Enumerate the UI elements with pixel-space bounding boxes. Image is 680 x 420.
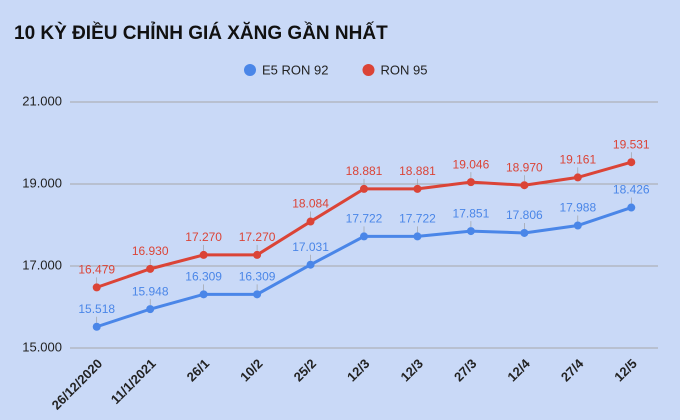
point <box>466 178 475 187</box>
value-label: 15.518 <box>78 302 115 316</box>
value-label: 17.851 <box>453 206 490 220</box>
value-label: 15.948 <box>132 284 169 298</box>
point <box>253 250 262 259</box>
x-tick-label: 25/2 <box>291 356 320 385</box>
value-label: 17.988 <box>559 201 596 215</box>
value-label: 18.426 <box>613 183 650 197</box>
value-label: 17.806 <box>506 208 543 222</box>
legend-label: RON 95 <box>380 62 427 77</box>
value-label: 17.722 <box>399 212 436 226</box>
x-tick-label: 12/4 <box>504 355 533 384</box>
point <box>466 227 475 236</box>
x-tick-label: 12/3 <box>344 356 373 385</box>
point <box>520 228 529 237</box>
legend-marker <box>244 64 256 76</box>
point <box>306 260 315 269</box>
legend-marker <box>362 64 375 76</box>
point <box>520 181 529 190</box>
value-label: 18.084 <box>292 197 329 211</box>
y-tick-label: 17.000 <box>22 257 62 272</box>
y-tick-label: 19.000 <box>22 175 62 190</box>
point <box>573 221 582 230</box>
point <box>627 203 636 212</box>
value-label: 17.270 <box>185 230 222 244</box>
legend-label: E5 RON 92 <box>262 62 328 77</box>
point <box>360 184 368 193</box>
x-tick-label: 27/4 <box>558 355 587 384</box>
point <box>92 283 101 292</box>
point <box>253 290 262 299</box>
x-tick-label: 26/12/2020 <box>49 356 106 413</box>
chart-title: 10 KỲ ĐIỀU CHỈNH GIÁ XĂNG GẦN NHẤT <box>14 22 388 44</box>
point <box>627 158 636 167</box>
x-tick-label: 12/5 <box>611 356 640 385</box>
point <box>199 250 208 259</box>
value-label: 19.046 <box>453 157 490 171</box>
value-label: 18.881 <box>346 164 383 178</box>
point <box>146 305 155 314</box>
point <box>413 184 422 193</box>
x-tick-label: 27/3 <box>451 356 480 385</box>
point <box>360 232 368 241</box>
value-label: 18.881 <box>399 164 436 178</box>
value-label: 16.479 <box>78 263 115 277</box>
value-label: 19.531 <box>613 137 650 151</box>
x-tick-label: 11/1/2021 <box>108 356 159 407</box>
value-label: 16.930 <box>132 244 169 258</box>
value-label: 16.309 <box>185 270 222 284</box>
point <box>306 217 315 226</box>
point <box>146 264 155 273</box>
point <box>199 290 208 299</box>
x-tick-label: 26/1 <box>184 356 213 385</box>
point <box>413 232 422 241</box>
x-tick-label: 10/2 <box>237 356 266 385</box>
value-label: 17.031 <box>292 240 329 254</box>
x-tick-label: 12/3 <box>398 356 427 385</box>
y-tick-label: 21.000 <box>22 93 62 108</box>
value-label: 19.161 <box>559 153 596 167</box>
value-label: 17.270 <box>239 230 276 244</box>
point <box>92 322 101 331</box>
point <box>573 173 582 182</box>
y-tick-label: 15.000 <box>22 339 62 354</box>
value-label: 18.970 <box>506 160 543 174</box>
value-label: 16.309 <box>239 270 276 284</box>
value-label: 17.722 <box>346 212 383 226</box>
